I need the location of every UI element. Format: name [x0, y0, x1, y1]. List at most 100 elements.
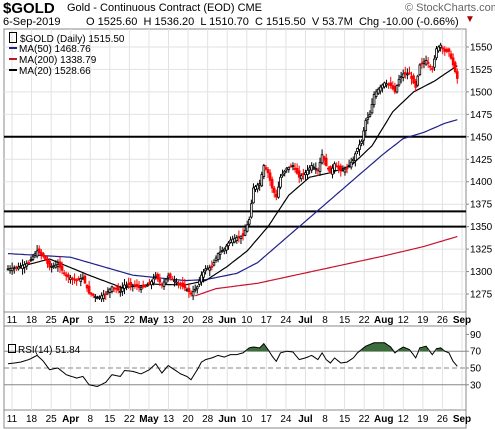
candle-body: [347, 164, 351, 167]
candle-body: [297, 170, 301, 178]
candle-body: [243, 229, 247, 236]
candle-body: [418, 64, 422, 75]
legend-ma20: MA(20) 1528.66: [9, 66, 91, 77]
legend-main: $GOLD (Daily) 1515.50: [9, 32, 125, 45]
candle-body: [345, 167, 349, 170]
x-tick-label: 22: [124, 315, 136, 326]
date-axis-ticks: 111118182525AprApr8815152222MayMay131320…: [7, 315, 471, 425]
y-tick-label: 1325: [470, 245, 493, 256]
x-tick-label-bottom: 28: [202, 414, 214, 425]
x-tick-label: 20: [183, 315, 195, 326]
x-tick-label-bottom: 13: [163, 414, 175, 425]
candle-body: [108, 288, 112, 293]
candle-body: [433, 58, 436, 68]
candle-body: [98, 296, 101, 299]
candle-body: [449, 53, 453, 59]
rsi-overbought-fill: [247, 343, 268, 352]
x-tick-label: 15: [339, 315, 351, 326]
candle-body: [58, 261, 62, 268]
candle-body: [96, 297, 99, 300]
candle-body: [69, 277, 72, 281]
candle-body: [441, 47, 445, 50]
candle-body: [135, 283, 139, 287]
x-tick-label: Jun: [218, 315, 236, 326]
candle-body: [302, 173, 305, 175]
x-tick-label: May: [139, 315, 159, 326]
candle-body: [204, 268, 207, 272]
x-tick-label-bottom: 24: [280, 414, 292, 425]
candle-body: [177, 282, 180, 285]
rsi-label: RSI(14) 51.84: [18, 345, 81, 356]
candle-body: [431, 68, 434, 70]
candle-body: [102, 294, 105, 299]
candle-body: [399, 76, 403, 79]
x-tick-label-bottom: 19: [417, 414, 429, 425]
candle-body: [335, 165, 338, 168]
candle-body: [83, 275, 87, 284]
legend-candle-icon: [9, 32, 17, 43]
candle-body: [85, 284, 89, 289]
candle-body: [33, 253, 37, 256]
x-tick-label: Aug: [374, 315, 393, 326]
candle-body: [312, 166, 316, 169]
candle-body: [208, 267, 212, 271]
y-tick-label: 1525: [470, 65, 493, 76]
candle-body: [198, 280, 201, 285]
support-resistance-lines: [4, 135, 466, 228]
candle-body: [283, 170, 286, 174]
candle-body: [252, 187, 255, 204]
candle-body: [414, 80, 417, 88]
x-tick-label-bottom: Aug: [374, 414, 393, 425]
candle-body: [156, 273, 160, 280]
candle-body: [435, 48, 438, 59]
x-tick-label-bottom: 8: [322, 414, 328, 425]
y-tick-label: 1375: [470, 200, 493, 211]
candle-body: [39, 251, 43, 255]
x-tick-label: 19: [417, 315, 429, 326]
candle-body: [387, 83, 390, 86]
candle-body: [327, 167, 330, 170]
rsi-tick-label: 50: [470, 364, 482, 375]
legend-ma200-swatch: [9, 58, 17, 60]
candle-body: [6, 268, 10, 271]
candle-body: [210, 265, 214, 268]
ohlc-summary: O 1525.60 H 1536.20 L 1510.70 C 1515.50 …: [86, 16, 459, 28]
candle-body: [75, 279, 78, 282]
candle-body: [406, 73, 409, 76]
y-tick-label: 1275: [470, 290, 493, 301]
candle-body: [341, 169, 345, 172]
candle-body: [21, 264, 24, 270]
x-tick-label: 17: [261, 315, 273, 326]
candle-body: [304, 172, 307, 176]
price-candles: [6, 42, 459, 302]
candle-body: [64, 274, 68, 277]
moving-average-line: [7, 119, 458, 282]
candle-body: [256, 184, 259, 190]
x-tick-label-bottom: 20: [183, 414, 195, 425]
candle-body: [281, 173, 284, 177]
candle-body: [216, 253, 220, 260]
candle-body: [343, 168, 347, 173]
candle-body: [231, 238, 234, 244]
candle-body: [106, 291, 110, 294]
x-tick-label-bottom: 26: [437, 414, 449, 425]
candle-body: [164, 278, 168, 284]
rsi-indicator: 30 50 70 90: [4, 330, 482, 391]
candle-body: [91, 293, 95, 296]
candle-body: [139, 287, 143, 290]
price-axis-ticks: 1275 1300 1325 1350 1375 1400 1425 1450 1475 1500…: [466, 42, 493, 301]
x-tick-label-bottom: 12: [398, 414, 410, 425]
candle-body: [331, 167, 334, 175]
candle-body: [408, 72, 411, 75]
candle-body: [17, 266, 20, 270]
candle-body: [410, 75, 413, 79]
candle-body: [237, 236, 241, 238]
candle-body: [77, 278, 81, 281]
candle-body: [443, 48, 447, 52]
candle-body: [351, 158, 355, 162]
candle-body: [71, 277, 74, 280]
candle-body: [137, 286, 141, 289]
candle-body: [54, 264, 58, 268]
candle-body: [437, 46, 440, 52]
